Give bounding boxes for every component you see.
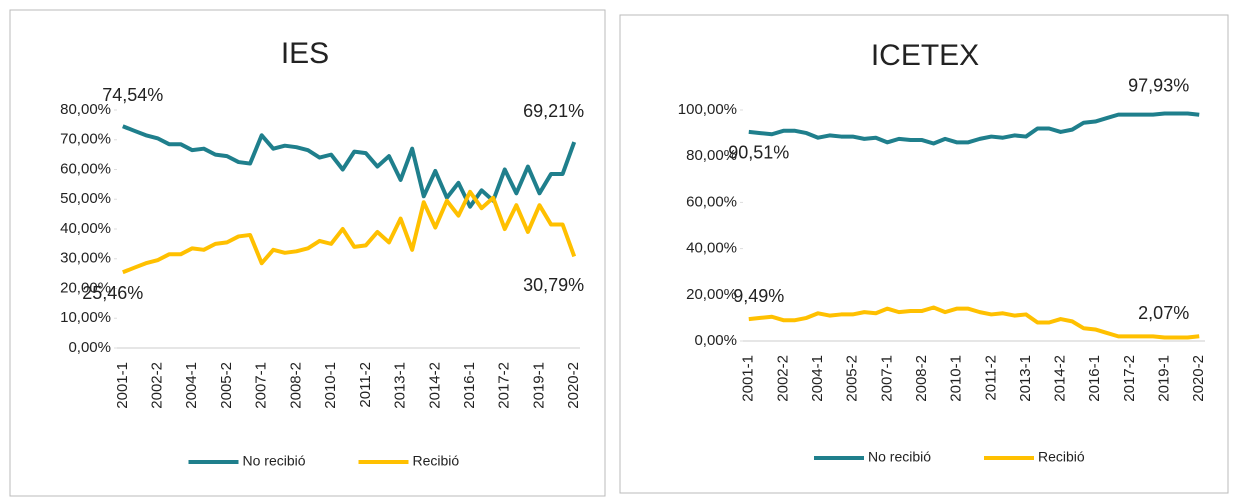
x-tick-label: 2002-2: [774, 355, 791, 402]
x-tick-label: 2004-1: [183, 362, 200, 409]
legend-label: No recibió: [868, 449, 931, 465]
x-tick-label: 2019-1: [1156, 355, 1173, 402]
data-label: 69,21%: [523, 101, 584, 121]
x-tick-label: 2002-2: [148, 362, 165, 409]
y-tick-label: 10,00%: [60, 309, 111, 326]
y-tick-label: 60,00%: [686, 193, 737, 210]
x-tick-label: 2017-2: [1121, 355, 1138, 402]
y-tick-label: 70,00%: [60, 131, 111, 148]
data-label: 2,07%: [1138, 303, 1189, 323]
x-tick-label: 2005-2: [218, 362, 235, 409]
data-label: 25,46%: [82, 283, 143, 303]
legend-label: Recibió: [413, 453, 460, 469]
y-tick-label: 80,00%: [60, 101, 111, 118]
chart-title: IES: [281, 37, 329, 70]
x-tick-label: 2011-2: [357, 362, 374, 408]
x-tick-label: 2007-1: [878, 355, 895, 402]
series-line: [122, 124, 577, 209]
x-tick-label: 2008-2: [913, 355, 930, 402]
y-tick-label: 30,00%: [60, 250, 111, 267]
data-label: 90,51%: [728, 143, 789, 163]
series-line: [122, 189, 577, 275]
chart-title: ICETEX: [871, 39, 979, 72]
data-label: 9,49%: [733, 286, 784, 306]
x-tick-label: 2010-1: [322, 362, 339, 409]
x-tick-label: 2014-2: [1052, 355, 1069, 402]
x-tick-label: 2005-2: [844, 355, 861, 402]
x-tick-label: 2016-1: [461, 362, 478, 409]
y-tick-label: 20,00%: [686, 286, 737, 303]
x-tick-label: 2017-2: [496, 362, 513, 409]
series-line: [748, 111, 1200, 146]
legend-label: No recibió: [243, 453, 306, 469]
data-label: 74,54%: [102, 85, 163, 105]
x-tick-label: 2001-1: [114, 362, 131, 409]
y-tick-label: 0,00%: [68, 339, 111, 356]
x-tick-label: 2007-1: [253, 362, 270, 409]
x-tick-label: 2020-2: [1190, 355, 1207, 402]
x-tick-label: 2001-1: [740, 355, 757, 402]
x-tick-label: 2010-1: [948, 355, 965, 402]
y-tick-label: 20,00%: [60, 279, 111, 296]
y-tick-label: 40,00%: [60, 220, 111, 237]
y-tick-label: 60,00%: [60, 160, 111, 177]
data-label: 97,93%: [1128, 76, 1189, 96]
x-tick-label: 2011-2: [982, 355, 999, 401]
legend-label: Recibió: [1038, 449, 1085, 465]
y-tick-label: 50,00%: [60, 190, 111, 207]
panel-border: [619, 14, 1229, 494]
y-tick-label: 0,00%: [694, 332, 737, 349]
x-tick-label: 2019-1: [530, 362, 547, 409]
x-tick-label: 2020-2: [565, 362, 582, 409]
y-tick-label: 40,00%: [686, 240, 737, 257]
panel-border: [9, 9, 606, 497]
data-label: 30,79%: [523, 275, 584, 295]
x-tick-label: 2004-1: [809, 355, 826, 402]
x-tick-label: 2013-1: [392, 362, 409, 409]
x-tick-label: 2008-2: [287, 362, 304, 409]
y-tick-label: 80,00%: [686, 147, 737, 164]
x-tick-label: 2014-2: [426, 362, 443, 409]
series-line: [748, 305, 1200, 340]
x-tick-label: 2016-1: [1086, 355, 1103, 402]
y-tick-label: 100,00%: [678, 101, 737, 118]
x-tick-label: 2013-1: [1017, 355, 1034, 402]
